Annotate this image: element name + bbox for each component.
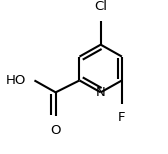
Text: O: O	[50, 124, 61, 137]
Text: HO: HO	[6, 74, 27, 87]
Text: N: N	[96, 86, 106, 99]
Text: F: F	[118, 111, 126, 124]
Text: Cl: Cl	[94, 0, 107, 13]
